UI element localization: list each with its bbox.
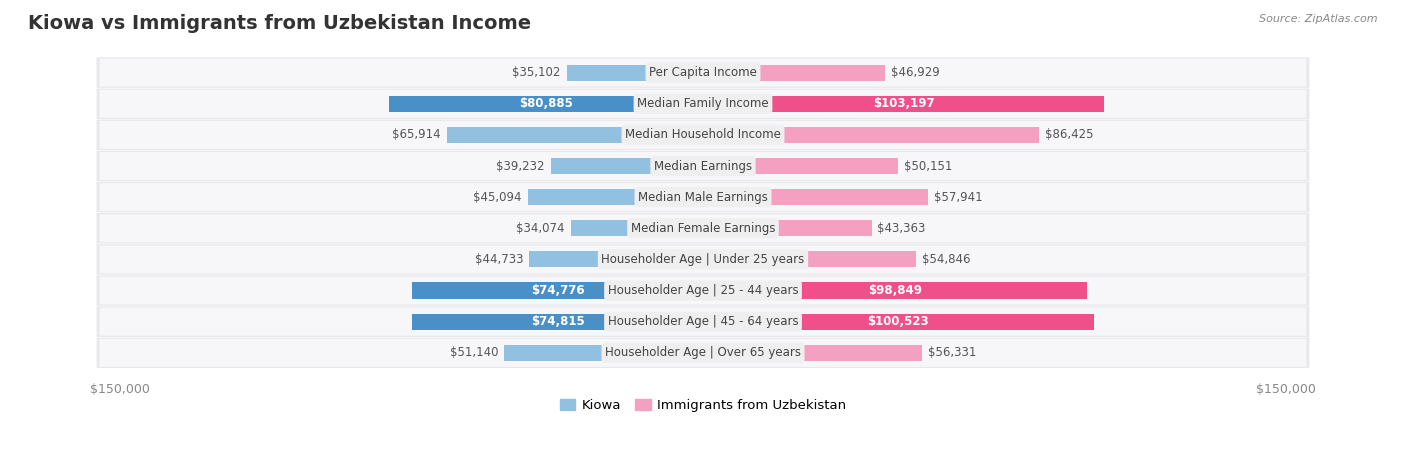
Text: $98,849: $98,849	[868, 284, 922, 297]
Bar	[703, 283, 1087, 298]
Text: $43,363: $43,363	[877, 222, 925, 235]
Bar	[567, 64, 703, 81]
Bar	[412, 313, 703, 330]
FancyBboxPatch shape	[97, 338, 1309, 368]
Text: Householder Age | Under 25 years: Householder Age | Under 25 years	[602, 253, 804, 266]
FancyBboxPatch shape	[97, 244, 1309, 275]
Bar	[551, 158, 703, 174]
Text: Kiowa vs Immigrants from Uzbekistan Income: Kiowa vs Immigrants from Uzbekistan Inco…	[28, 14, 531, 33]
Bar	[703, 158, 898, 174]
Text: Median Male Earnings: Median Male Earnings	[638, 191, 768, 204]
FancyBboxPatch shape	[97, 120, 1309, 150]
Bar	[505, 345, 703, 361]
Bar	[703, 189, 928, 205]
Text: Householder Age | 45 - 64 years: Householder Age | 45 - 64 years	[607, 315, 799, 328]
Text: $57,941: $57,941	[934, 191, 983, 204]
Text: $56,331: $56,331	[928, 347, 976, 359]
FancyBboxPatch shape	[97, 306, 1309, 337]
FancyBboxPatch shape	[97, 213, 1309, 243]
Bar	[447, 127, 703, 143]
Text: $51,140: $51,140	[450, 347, 498, 359]
Text: $103,197: $103,197	[873, 97, 935, 110]
FancyBboxPatch shape	[100, 152, 1306, 180]
Text: $74,815: $74,815	[530, 315, 585, 328]
Bar	[388, 96, 703, 112]
Text: Source: ZipAtlas.com: Source: ZipAtlas.com	[1260, 14, 1378, 24]
Bar	[703, 64, 886, 81]
Bar	[529, 251, 703, 268]
FancyBboxPatch shape	[97, 275, 1309, 306]
Text: $44,733: $44,733	[475, 253, 523, 266]
FancyBboxPatch shape	[100, 183, 1306, 211]
FancyBboxPatch shape	[100, 90, 1306, 118]
Legend: Kiowa, Immigrants from Uzbekistan: Kiowa, Immigrants from Uzbekistan	[554, 394, 852, 418]
Bar	[703, 96, 1104, 112]
Text: $46,929: $46,929	[891, 66, 941, 79]
Text: $86,425: $86,425	[1045, 128, 1094, 142]
Text: Householder Age | Over 65 years: Householder Age | Over 65 years	[605, 347, 801, 359]
Text: Median Household Income: Median Household Income	[626, 128, 780, 142]
Text: $65,914: $65,914	[392, 128, 441, 142]
Bar	[703, 251, 917, 268]
Text: Median Earnings: Median Earnings	[654, 160, 752, 172]
Text: $80,885: $80,885	[519, 97, 572, 110]
Text: $50,151: $50,151	[904, 160, 952, 172]
Bar	[703, 313, 1094, 330]
FancyBboxPatch shape	[100, 339, 1306, 367]
Text: $100,523: $100,523	[868, 315, 929, 328]
FancyBboxPatch shape	[100, 276, 1306, 304]
FancyBboxPatch shape	[100, 58, 1306, 86]
Text: $34,074: $34,074	[516, 222, 565, 235]
Text: $74,776: $74,776	[531, 284, 585, 297]
Bar	[703, 127, 1039, 143]
Bar	[703, 345, 922, 361]
FancyBboxPatch shape	[97, 57, 1309, 88]
Bar	[412, 283, 703, 298]
Bar	[571, 220, 703, 236]
FancyBboxPatch shape	[100, 308, 1306, 336]
FancyBboxPatch shape	[97, 182, 1309, 212]
Text: Median Female Earnings: Median Female Earnings	[631, 222, 775, 235]
Bar	[527, 189, 703, 205]
Text: $35,102: $35,102	[512, 66, 561, 79]
Text: $45,094: $45,094	[474, 191, 522, 204]
FancyBboxPatch shape	[97, 151, 1309, 181]
FancyBboxPatch shape	[97, 88, 1309, 119]
FancyBboxPatch shape	[100, 121, 1306, 149]
Bar	[703, 220, 872, 236]
Text: $54,846: $54,846	[922, 253, 970, 266]
Text: Median Family Income: Median Family Income	[637, 97, 769, 110]
FancyBboxPatch shape	[100, 245, 1306, 273]
Text: Per Capita Income: Per Capita Income	[650, 66, 756, 79]
FancyBboxPatch shape	[100, 214, 1306, 242]
Text: Householder Age | 25 - 44 years: Householder Age | 25 - 44 years	[607, 284, 799, 297]
Text: $39,232: $39,232	[496, 160, 544, 172]
